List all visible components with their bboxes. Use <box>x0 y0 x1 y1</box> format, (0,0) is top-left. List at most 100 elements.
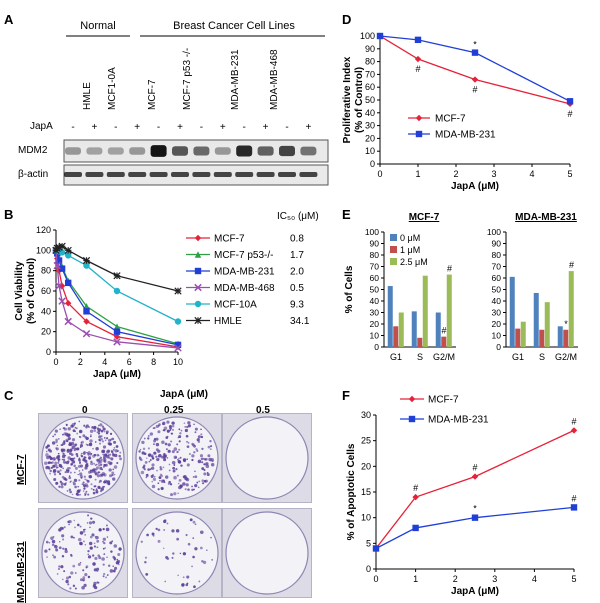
colony <box>96 431 99 433</box>
colony <box>186 458 188 460</box>
colony <box>45 453 49 457</box>
colony <box>70 480 72 483</box>
cell-line-label-5: MDA-MB-468 <box>269 49 280 110</box>
colony <box>69 450 73 453</box>
colony <box>88 521 93 525</box>
colony <box>94 464 97 466</box>
colony <box>68 575 72 579</box>
colony-plate-1-0 <box>41 511 125 595</box>
colony <box>94 556 98 561</box>
colony-dose-0: 0 <box>82 405 88 416</box>
colony <box>142 465 146 469</box>
colony <box>147 437 150 440</box>
colony <box>99 423 103 427</box>
colony <box>113 569 116 571</box>
colony <box>163 457 166 459</box>
colony <box>78 537 82 542</box>
bar-0-2-0 <box>435 312 441 347</box>
colony <box>64 471 67 474</box>
bar-0-1-0 <box>411 311 417 347</box>
colony <box>82 530 86 533</box>
colony <box>182 576 185 579</box>
colony <box>141 451 145 455</box>
actin-band-11 <box>299 172 318 177</box>
colony <box>96 453 100 457</box>
colony <box>54 544 57 547</box>
colony <box>80 476 83 479</box>
colony <box>156 469 158 472</box>
colony-plate-0-2 <box>225 416 309 500</box>
colony <box>202 482 205 485</box>
y-tick-label: 40 <box>41 306 51 316</box>
colony <box>92 520 96 524</box>
colony <box>210 457 214 462</box>
colony <box>86 451 88 454</box>
colony-row-label-mda231: MDA-MB-231 <box>16 541 27 603</box>
mdm2-band-11 <box>300 146 317 156</box>
colony <box>169 429 172 431</box>
y-tick-label: 60 <box>41 286 51 296</box>
colony <box>48 467 51 471</box>
colony <box>84 533 86 536</box>
y-tick-label: 100 <box>360 31 375 41</box>
colony <box>90 434 92 436</box>
colony <box>108 442 112 446</box>
colony <box>112 468 115 471</box>
colony <box>146 533 149 537</box>
colony <box>194 427 198 431</box>
colony <box>110 550 113 553</box>
y-tick-label: 5 <box>366 538 371 548</box>
colony <box>93 586 98 590</box>
colony <box>160 486 164 491</box>
y-tick-label: 50 <box>492 285 502 295</box>
colony <box>116 461 119 465</box>
y-tick-label: 90 <box>492 239 502 249</box>
colony <box>138 457 142 460</box>
data-point-1-0 <box>372 545 380 552</box>
colony <box>104 439 107 442</box>
colony <box>151 466 155 470</box>
data-point-4-4 <box>65 252 72 259</box>
annotation-3: * <box>473 504 477 514</box>
colony <box>184 425 187 428</box>
data-point-3-4 <box>64 317 72 326</box>
colony <box>201 479 205 483</box>
colony <box>175 468 178 471</box>
legend-label-3: MDA-MB-468 <box>214 283 275 294</box>
legend-swatch-1 <box>390 246 397 253</box>
colony <box>97 429 101 433</box>
legend-marker-0 <box>408 395 416 403</box>
colony <box>48 461 51 464</box>
y-tick-label: 80 <box>365 57 375 67</box>
colony <box>156 457 160 462</box>
colony <box>197 435 201 439</box>
colony <box>92 554 95 557</box>
actin-band-6 <box>192 172 211 177</box>
colony <box>67 583 70 586</box>
colony <box>72 584 76 588</box>
colony <box>49 472 51 475</box>
colony <box>70 571 74 575</box>
x-tick-label: 0 <box>373 574 378 584</box>
data-point-1-2 <box>471 49 479 56</box>
panel-label-a: A <box>4 12 14 27</box>
bar-1-1-1 <box>539 329 545 347</box>
colony <box>69 587 72 590</box>
colony <box>82 490 85 492</box>
annotation-2: * <box>473 40 477 50</box>
colony <box>71 447 74 449</box>
colony <box>97 427 99 429</box>
colony <box>195 448 198 451</box>
colony <box>104 547 107 549</box>
mdm2-band-4 <box>150 145 167 157</box>
colony <box>169 483 173 486</box>
colony <box>170 432 173 435</box>
colony <box>108 462 112 466</box>
colony <box>170 440 173 443</box>
colony <box>182 482 186 486</box>
colony <box>191 458 194 462</box>
category-label-0-2: G2/M <box>433 352 455 362</box>
x-tick-label: 4 <box>102 357 107 367</box>
colony <box>83 540 85 543</box>
colony <box>155 448 159 452</box>
